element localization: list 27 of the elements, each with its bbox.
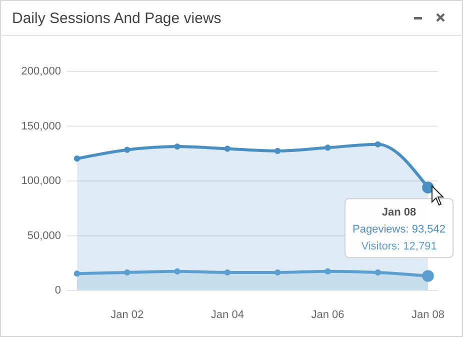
y-tick-label: 100,000	[21, 175, 61, 188]
point	[74, 156, 80, 162]
y-tick-label: 0	[54, 284, 61, 297]
point	[324, 144, 331, 151]
point	[124, 269, 130, 276]
point	[74, 270, 80, 277]
text: Visitors: 12,791	[361, 240, 437, 253]
point	[374, 269, 381, 276]
point	[224, 269, 231, 276]
point	[274, 148, 281, 154]
point	[374, 141, 381, 148]
x-tick-label: Jan 08	[411, 308, 445, 321]
point	[174, 268, 180, 274]
x-tick-label: Jan 02	[110, 308, 144, 321]
point	[174, 143, 180, 150]
point	[124, 146, 130, 153]
x-tick-label: Jan 04	[210, 308, 244, 321]
x-tick-label: Jan 06	[311, 308, 344, 321]
y-tick-label: 50,000	[27, 230, 61, 242]
annotation: Jan 08	[382, 206, 416, 219]
point	[274, 269, 281, 276]
y-tick-label: 200,000	[21, 66, 61, 78]
point	[324, 268, 331, 274]
chart-title: Daily Sessions And Page views	[12, 10, 222, 27]
point	[224, 146, 231, 152]
y-tick-label: 150,000	[21, 120, 61, 132]
text: Pageviews: 93,542	[352, 224, 446, 236]
